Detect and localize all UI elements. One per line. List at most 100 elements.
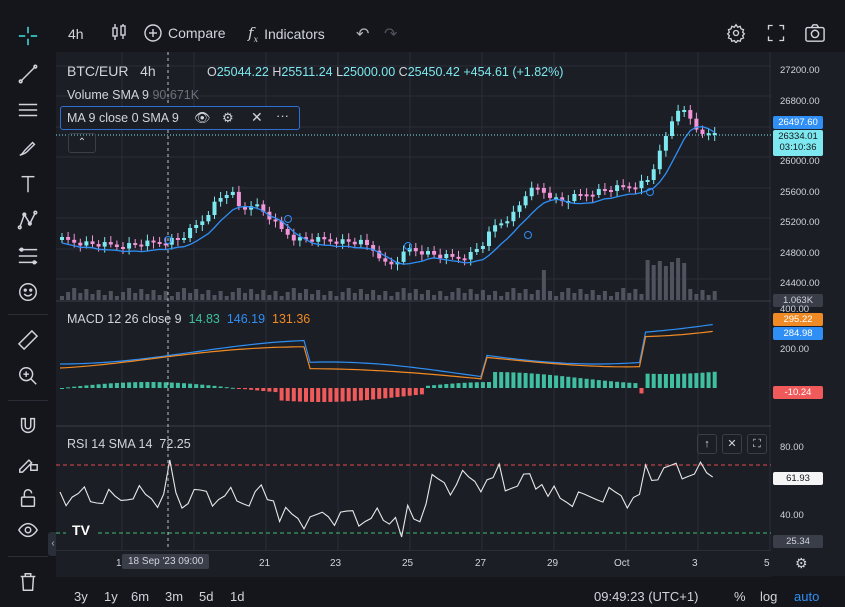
volume-bar [621, 288, 626, 300]
macd-signal-value: 131.36 [272, 312, 311, 326]
ma-marker [404, 242, 412, 250]
trend-line-icon[interactable] [14, 60, 42, 88]
volume-bar [670, 262, 674, 300]
lock-icon[interactable] [14, 484, 42, 512]
ma-legend-box[interactable]: MA 9 close 0 SMA 9 👁 ⚙ ✕ ··· [60, 106, 300, 130]
volume-bar [438, 291, 443, 300]
trash-icon[interactable] [14, 568, 42, 596]
range-1d-button[interactable]: 1d [230, 589, 245, 604]
eye-icon[interactable] [14, 516, 42, 544]
text-icon[interactable] [14, 170, 42, 198]
candle-body [243, 206, 247, 210]
redo-icon[interactable]: ↷ [384, 26, 398, 43]
volume-bar [273, 291, 278, 300]
settings-icon[interactable]: ⚙ [795, 555, 808, 571]
pane-maximize-button[interactable]: ⛶ [747, 434, 767, 454]
range-1y-button[interactable]: 1y [104, 589, 118, 604]
candle-body [657, 150, 662, 170]
candle-body [694, 118, 699, 130]
pattern-icon[interactable] [14, 206, 42, 234]
volume-bar [590, 290, 595, 300]
zoom-in-icon[interactable] [14, 362, 42, 390]
magnet-icon[interactable] [14, 412, 42, 440]
arrow-up-icon: ↑ [704, 438, 710, 450]
camera-icon[interactable] [804, 23, 826, 43]
percent-toggle[interactable]: % [734, 589, 746, 604]
pane-up-button[interactable]: ↑ [697, 434, 717, 454]
interval-button[interactable]: 4h [68, 26, 84, 42]
low-value: 25000.00 [343, 65, 396, 79]
range-3y-button[interactable]: 3y [74, 589, 88, 604]
volume-bar [206, 290, 211, 300]
macd-hist-bar [651, 373, 656, 388]
horizontal-lines-icon[interactable] [14, 96, 42, 124]
lock-drawing-icon[interactable] [14, 448, 42, 476]
candle-body [529, 187, 534, 197]
macd-line [60, 323, 713, 378]
candle-body [377, 250, 382, 259]
volume-bar [218, 291, 223, 300]
rsi-low-tag: 25.34 [773, 535, 823, 548]
macd-hist-bar [554, 375, 559, 388]
indicators-button[interactable]: fx Indicators [248, 24, 325, 44]
clock-timezone[interactable]: 09:49:23 (UTC+1) [594, 589, 699, 604]
pane-close-button[interactable]: ✕ [722, 434, 742, 454]
candle-body [249, 206, 254, 210]
log-toggle[interactable]: log [760, 589, 778, 604]
more-icon[interactable]: ··· [276, 108, 289, 123]
volume-bar [316, 290, 321, 300]
volume-bar [468, 289, 473, 300]
candle-body [279, 220, 284, 229]
macd-hist-bar [310, 388, 315, 402]
volume-bar [224, 296, 229, 300]
macd-hist-bar [84, 385, 89, 388]
volume-bar [108, 291, 113, 300]
ruler-icon[interactable] [14, 326, 42, 354]
volume-bar [535, 290, 540, 300]
chart-canvas[interactable] [56, 52, 771, 576]
candles-icon[interactable] [111, 23, 127, 41]
auto-toggle[interactable]: auto [794, 589, 820, 604]
macd-hist-bar [114, 382, 119, 388]
candle-body [206, 215, 211, 222]
fib-icon[interactable] [14, 242, 42, 270]
candle-body [474, 249, 479, 252]
macd-hist-bar [261, 388, 266, 392]
volume-bar [285, 292, 290, 300]
range-5d-button[interactable]: 5d [199, 589, 214, 604]
undo-icon[interactable]: ↶ [356, 26, 370, 43]
candle-body [627, 186, 632, 189]
eye-icon[interactable]: 👁 [194, 110, 211, 125]
compare-button[interactable]: Compare [144, 24, 226, 42]
candle-body [517, 205, 522, 212]
low-label: L [336, 65, 344, 79]
candle-body [535, 187, 540, 190]
collapse-legend-button[interactable]: ⌃ [68, 133, 96, 153]
volume-bar [432, 295, 437, 300]
volume-bar [548, 291, 552, 300]
range-6m-button[interactable]: 6m [131, 589, 150, 604]
range-3m-button[interactable]: 3m [165, 589, 184, 604]
candle-body [304, 237, 308, 240]
collapse-toolbar-button[interactable]: ‹ [48, 532, 58, 556]
candle-body [572, 194, 577, 202]
fullscreen-icon[interactable] [766, 23, 786, 43]
macd-hist-bar [322, 388, 327, 402]
gear-icon[interactable]: ⚙ [222, 110, 234, 125]
macd-hist-bar [493, 372, 498, 388]
volume-bar [462, 293, 467, 300]
volume-bar [474, 294, 479, 300]
candle-body [358, 239, 363, 245]
candle-body [584, 194, 589, 197]
crosshair-icon[interactable] [14, 22, 42, 50]
macd-hist-bar [541, 374, 546, 388]
emoji-icon[interactable] [14, 278, 42, 306]
candle-body [175, 238, 180, 240]
macd-hist-bar [548, 374, 552, 388]
macd-hist-bar [157, 382, 162, 388]
close-icon[interactable]: ✕ [251, 109, 263, 125]
tradingview-logo[interactable]: TV [66, 518, 96, 542]
settings-icon[interactable] [726, 23, 746, 43]
macd-hist-bar [480, 382, 485, 388]
brush-icon[interactable] [14, 134, 42, 162]
